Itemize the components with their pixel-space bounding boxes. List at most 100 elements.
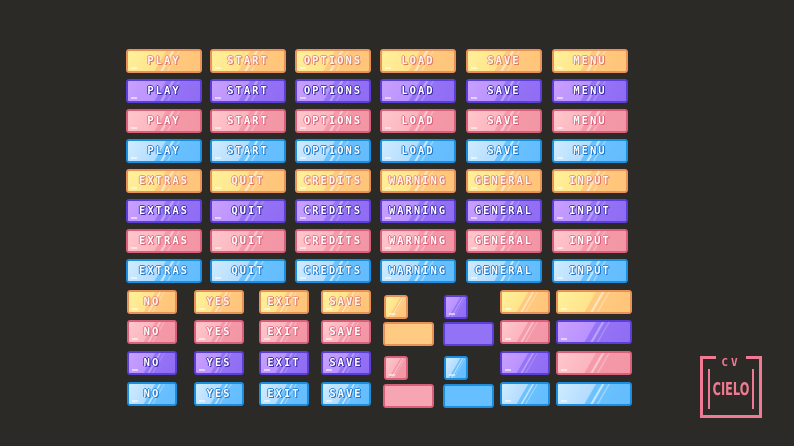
medium-panel-blue[interactable]	[500, 382, 550, 406]
extras-button-blue[interactable]: EXTRAS	[126, 259, 202, 283]
options-button-blue[interactable]: OPTIONS	[295, 139, 371, 163]
square-button-pink[interactable]	[384, 356, 408, 380]
save-button-blue[interactable]: SAVE	[321, 382, 371, 406]
save-button-blue[interactable]: SAVE	[466, 139, 542, 163]
save-button-orange[interactable]: SAVE	[321, 290, 371, 314]
save-button-purple[interactable]: SAVE	[466, 79, 542, 103]
button-label: INPUT	[569, 235, 611, 247]
save-button-pink[interactable]: SAVE	[466, 109, 542, 133]
button-label: CREDITS	[303, 175, 363, 187]
yes-button-pink[interactable]: YES	[194, 320, 244, 344]
yes-button-purple[interactable]: YES	[194, 351, 244, 375]
yes-button-blue[interactable]: YES	[194, 382, 244, 406]
load-button-purple[interactable]: LOAD	[380, 79, 456, 103]
save-button-orange[interactable]: SAVE	[466, 49, 542, 73]
button-label: QUIT	[231, 205, 265, 217]
menu-button-pink[interactable]: MENU	[552, 109, 628, 133]
quit-button-pink[interactable]: QUIT	[210, 229, 286, 253]
button-label: OPTIONS	[303, 55, 363, 67]
logo-inner-frame	[708, 369, 754, 409]
start-button-pink[interactable]: START	[210, 109, 286, 133]
start-button-purple[interactable]: START	[210, 79, 286, 103]
button-label: INPUT	[569, 205, 611, 217]
start-button-blue[interactable]: START	[210, 139, 286, 163]
input-button-blue[interactable]: INPUT	[552, 259, 628, 283]
exit-button-pink[interactable]: EXIT	[259, 320, 309, 344]
general-button-orange[interactable]: GENERAL	[466, 169, 542, 193]
credits-button-orange[interactable]: CREDITS	[295, 169, 371, 193]
options-button-purple[interactable]: OPTIONS	[295, 79, 371, 103]
button-label: QUIT	[231, 265, 265, 277]
play-button-purple[interactable]: PLAY	[126, 79, 202, 103]
exit-button-orange[interactable]: EXIT	[259, 290, 309, 314]
warning-button-blue[interactable]: WARNING	[380, 259, 456, 283]
no-button-pink[interactable]: NO	[127, 320, 177, 344]
credits-button-blue[interactable]: CREDITS	[295, 259, 371, 283]
save-button-pink[interactable]: SAVE	[321, 320, 371, 344]
start-button-orange[interactable]: START	[210, 49, 286, 73]
button-label: LOAD	[401, 85, 435, 97]
options-button-orange[interactable]: OPTIONS	[295, 49, 371, 73]
button-label: MENU	[573, 55, 607, 67]
extras-button-orange[interactable]: EXTRAS	[126, 169, 202, 193]
general-button-purple[interactable]: GENERAL	[466, 199, 542, 223]
medium-panel-purple[interactable]	[500, 351, 550, 375]
warning-button-orange[interactable]: WARNING	[380, 169, 456, 193]
button-label: NO	[143, 357, 161, 369]
extras-button-pink[interactable]: EXTRAS	[126, 229, 202, 253]
button-label: SAVE	[487, 85, 521, 97]
button-label: SAVE	[329, 296, 363, 308]
save-button-purple[interactable]: SAVE	[321, 351, 371, 375]
no-button-orange[interactable]: NO	[127, 290, 177, 314]
menu-button-purple[interactable]: MENU	[552, 79, 628, 103]
no-button-blue[interactable]: NO	[127, 382, 177, 406]
square-button-orange[interactable]	[384, 295, 408, 319]
play-button-pink[interactable]: PLAY	[126, 109, 202, 133]
general-button-pink[interactable]: GENERAL	[466, 229, 542, 253]
no-button-purple[interactable]: NO	[127, 351, 177, 375]
yes-button-orange[interactable]: YES	[194, 290, 244, 314]
menu-button-blue[interactable]: MENU	[552, 139, 628, 163]
medium-panel-orange[interactable]	[500, 290, 550, 314]
load-button-orange[interactable]: LOAD	[380, 49, 456, 73]
extras-button-purple[interactable]: EXTRAS	[126, 199, 202, 223]
general-button-blue[interactable]: GENERAL	[466, 259, 542, 283]
large-panel-blue[interactable]	[556, 382, 632, 406]
load-button-pink[interactable]: LOAD	[380, 109, 456, 133]
medium-panel-pink[interactable]	[500, 320, 550, 344]
button-label: SAVE	[329, 326, 363, 338]
button-label: GENERAL	[474, 175, 534, 187]
quit-button-purple[interactable]: QUIT	[210, 199, 286, 223]
button-label: SAVE	[487, 115, 521, 127]
options-button-pink[interactable]: OPTIONS	[295, 109, 371, 133]
exit-button-blue[interactable]: EXIT	[259, 382, 309, 406]
button-label: WARNING	[388, 265, 448, 277]
warning-button-pink[interactable]: WARNING	[380, 229, 456, 253]
large-panel-orange[interactable]	[556, 290, 632, 314]
button-label: GENERAL	[474, 265, 534, 277]
input-button-purple[interactable]: INPUT	[552, 199, 628, 223]
large-panel-purple[interactable]	[556, 320, 632, 344]
exit-button-purple[interactable]: EXIT	[259, 351, 309, 375]
button-label: QUIT	[231, 175, 265, 187]
quit-button-blue[interactable]: QUIT	[210, 259, 286, 283]
play-button-orange[interactable]: PLAY	[126, 49, 202, 73]
button-label: GENERAL	[474, 235, 534, 247]
button-label: WARNING	[388, 235, 448, 247]
large-panel-pink[interactable]	[556, 351, 632, 375]
warning-button-purple[interactable]: WARNING	[380, 199, 456, 223]
play-button-blue[interactable]: PLAY	[126, 139, 202, 163]
menu-button-orange[interactable]: MENU	[552, 49, 628, 73]
credits-button-purple[interactable]: CREDITS	[295, 199, 371, 223]
button-label: PLAY	[147, 85, 181, 97]
quit-button-orange[interactable]: QUIT	[210, 169, 286, 193]
input-button-orange[interactable]: INPUT	[552, 169, 628, 193]
button-label: SAVE	[487, 55, 521, 67]
square-button-purple[interactable]	[444, 295, 468, 319]
button-label: LOAD	[401, 55, 435, 67]
load-button-blue[interactable]: LOAD	[380, 139, 456, 163]
square-button-blue[interactable]	[444, 356, 468, 380]
input-button-pink[interactable]: INPUT	[552, 229, 628, 253]
credits-button-pink[interactable]: CREDITS	[295, 229, 371, 253]
button-label: OPTIONS	[303, 85, 363, 97]
